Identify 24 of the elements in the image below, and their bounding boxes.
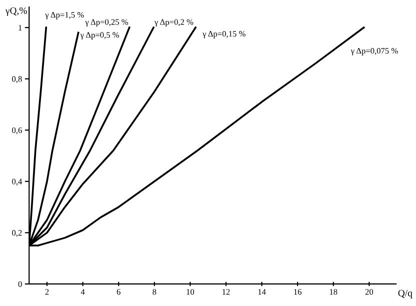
x-tick-label: 6 [116, 289, 120, 295]
x-tick-label: 2 [45, 289, 49, 295]
y-tick-label: 1 [18, 24, 22, 30]
series-label: γ Δp=0,5 % [80, 32, 120, 40]
x-tick-label: 18 [330, 289, 338, 295]
y-tick-label: 0,4 [12, 178, 22, 186]
x-tick-label: 16 [294, 289, 302, 295]
x-tick-label: 14 [258, 289, 266, 295]
series-label: γ Δp=0,075 % [350, 48, 398, 56]
y-tick-label: 0 [18, 281, 22, 287]
x-axis-title: Q/q [398, 290, 412, 298]
x-tick-label: 20 [365, 289, 374, 295]
y-tick-label: 0,6 [12, 127, 22, 134]
y-tick-label: 0,2 [12, 230, 22, 237]
y-axis-title: γQ,% [5, 7, 27, 16]
x-tick-label: 4 [80, 289, 85, 295]
series-label: γ Δp=1,5 % [45, 12, 84, 20]
x-tick-label: 10 [186, 289, 194, 295]
series-label: γ Δp=0,25 % [85, 19, 128, 27]
series-label: γ Δp=0,15 % [202, 31, 246, 38]
y-tick-label: 0,8 [12, 76, 22, 84]
series-label: γ Δp=0,2 % [154, 19, 194, 27]
x-tick-label: 12 [222, 289, 230, 295]
x-tick-label: 8 [152, 289, 156, 295]
